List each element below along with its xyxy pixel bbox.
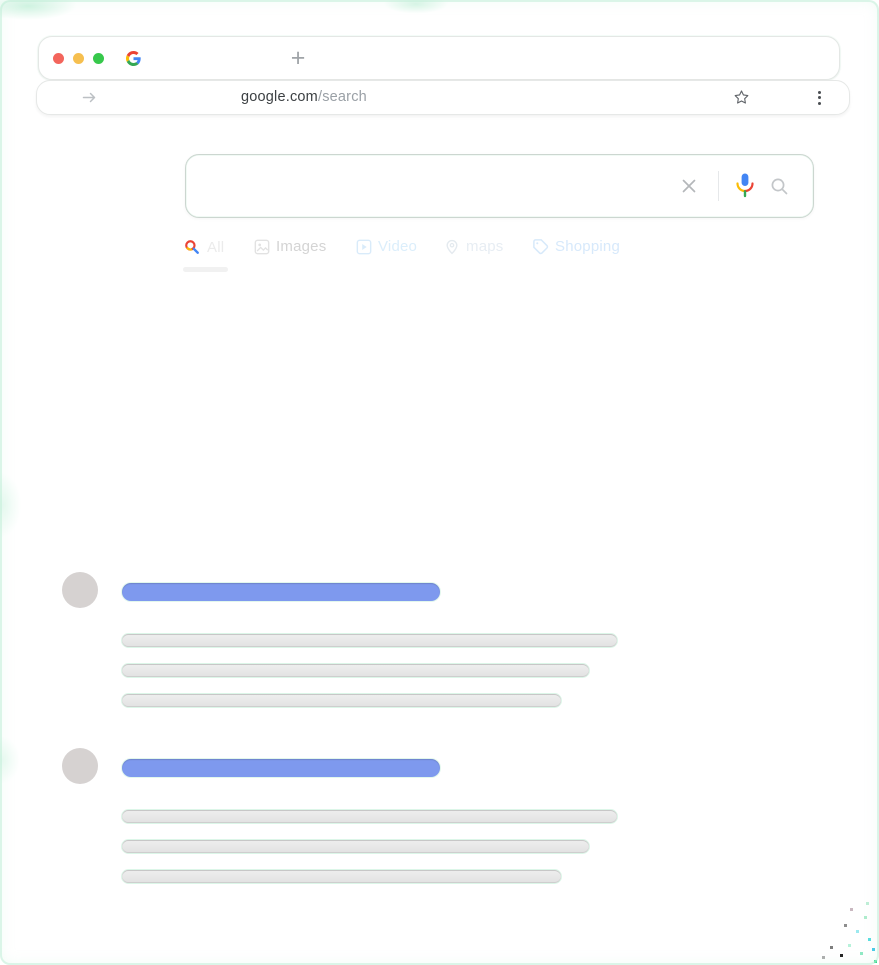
- forward-arrow-icon[interactable]: [81, 89, 98, 106]
- image-icon: [254, 239, 270, 254]
- address-bar: google.com/search: [36, 80, 850, 115]
- menu-kebab-icon[interactable]: [812, 88, 826, 107]
- search-result-skeleton: [62, 748, 662, 898]
- result-favicon-avatar: [62, 572, 98, 608]
- search-submit-icon[interactable]: [770, 177, 789, 196]
- result-favicon-avatar: [62, 748, 98, 784]
- result-text-line: [122, 840, 589, 853]
- tab-maps[interactable]: maps: [444, 238, 503, 255]
- tab-images[interactable]: Images: [254, 238, 326, 255]
- browser-tab-bar: +: [38, 36, 840, 80]
- all-search-icon: [185, 240, 199, 254]
- google-favicon-icon: [126, 50, 141, 66]
- tab-all-label: All: [207, 238, 225, 256]
- search-divider: [718, 171, 719, 201]
- url-domain: google.com: [241, 89, 318, 105]
- url-text[interactable]: google.com/search: [241, 81, 367, 113]
- result-text-line: [122, 810, 617, 823]
- result-text-line: [122, 694, 561, 707]
- tab-video[interactable]: Video: [356, 238, 417, 255]
- search-result-skeleton: [62, 572, 662, 722]
- result-tabs-row: All Images Video maps Shopping: [0, 238, 879, 278]
- new-tab-button[interactable]: +: [283, 37, 313, 79]
- corner-render-artifact: [874, 960, 877, 963]
- window-controls: [53, 52, 104, 64]
- video-play-icon: [356, 239, 372, 254]
- result-title-link-placeholder[interactable]: [122, 759, 440, 777]
- map-pin-icon: [446, 239, 458, 254]
- minimize-window-button[interactable]: [73, 52, 84, 64]
- price-tag-icon: [533, 239, 549, 255]
- maximize-window-button[interactable]: [93, 52, 104, 64]
- tab-images-label: Images: [276, 238, 327, 255]
- close-window-button[interactable]: [53, 52, 64, 64]
- result-text-line: [122, 634, 617, 647]
- result-title-link-placeholder[interactable]: [122, 583, 440, 601]
- active-tab-underline: [183, 267, 228, 272]
- result-text-line: [122, 664, 589, 677]
- url-path: /search: [317, 89, 367, 105]
- result-text-line: [122, 870, 561, 883]
- tab-video-label: Video: [378, 238, 418, 255]
- search-input[interactable]: [204, 161, 663, 211]
- tab-maps-label: maps: [466, 238, 504, 255]
- search-box: [185, 154, 814, 218]
- tab-shopping[interactable]: Shopping: [532, 238, 620, 255]
- clear-search-icon[interactable]: [680, 177, 698, 195]
- voice-search-mic-icon[interactable]: [732, 172, 758, 200]
- tab-shopping-label: Shopping: [555, 238, 620, 255]
- tab-all[interactable]: All: [183, 238, 228, 272]
- bookmark-star-icon[interactable]: [732, 88, 751, 107]
